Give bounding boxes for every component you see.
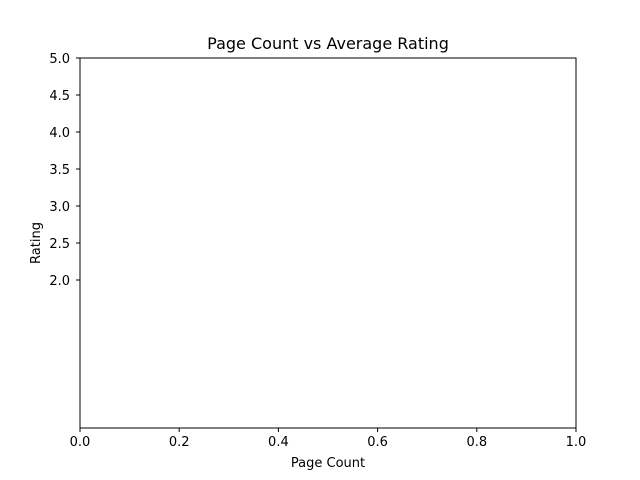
- x-tick-label: 0.6: [367, 435, 388, 450]
- x-axis: 0.0 0.2 0.4 0.6 0.8 1.0: [70, 428, 587, 450]
- chart-title: Page Count vs Average Rating: [207, 34, 449, 53]
- x-axis-label: Page Count: [291, 456, 365, 471]
- y-tick-label: 3.0: [49, 200, 70, 215]
- x-tick-label: 1.0: [566, 435, 587, 450]
- y-tick-label: 4.5: [49, 89, 70, 104]
- y-tick-label: 3.5: [49, 163, 70, 178]
- x-tick-label: 0.4: [268, 435, 289, 450]
- y-axis: 2.0 2.5 3.0 3.5 4.0 4.5 5.0: [49, 52, 80, 289]
- x-tick-label: 0.8: [466, 435, 487, 450]
- plot-area: [79, 57, 577, 429]
- y-axis-label: Rating: [29, 222, 44, 264]
- y-tick-label: 2.5: [49, 237, 70, 252]
- y-tick-label: 4.0: [49, 126, 70, 141]
- y-tick-label: 5.0: [49, 52, 70, 67]
- x-tick-label: 0.0: [70, 435, 91, 450]
- x-tick-label: 0.2: [169, 435, 190, 450]
- y-tick-label: 2.0: [49, 274, 70, 289]
